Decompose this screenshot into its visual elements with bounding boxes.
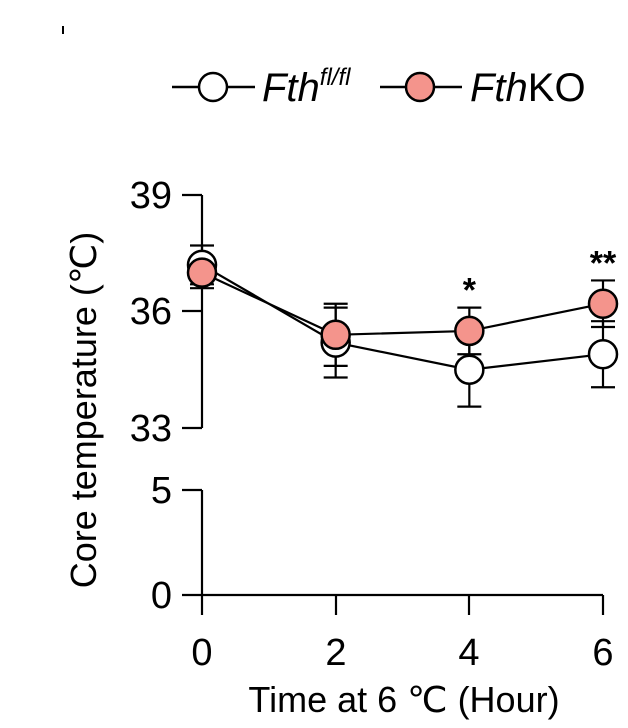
legend: Fthfl/fl FthKO (172, 64, 586, 110)
x-tick-label-0: 0 (191, 632, 212, 674)
legend-label-ko: FthKO (470, 66, 586, 110)
y-tick-label-5: 5 (151, 470, 172, 512)
x-axis-title: Time at 6 ℃ (Hour) (248, 679, 559, 720)
y-axis-lower (182, 488, 204, 597)
y-axis-upper (182, 193, 204, 430)
data-point-wt (454, 354, 485, 385)
significance-marker: ** (590, 244, 617, 282)
x-tick-label-4: 4 (458, 632, 479, 674)
significance-marker: * (463, 272, 477, 310)
series-lines (201, 263, 604, 371)
legend-item-ko: FthKO (380, 66, 586, 110)
legend-marker-wt (197, 71, 229, 103)
legend-item-wt: Fthfl/fl (172, 64, 351, 110)
x-tick-label-2: 2 (325, 632, 346, 674)
x-axis (200, 593, 605, 615)
x-tick-label-6: 6 (592, 632, 613, 674)
y-axis-title: Core temperature (℃) (63, 232, 104, 589)
legend-marker-ko (404, 71, 436, 103)
legend-label-wt: Fthfl/fl (262, 64, 351, 110)
error-bars (190, 244, 615, 408)
series-line-ko (201, 271, 604, 336)
data-point-ko (320, 319, 351, 351)
series-line-wt (201, 263, 604, 371)
y-tick-label-36: 36 (130, 291, 172, 333)
data-point-ko (186, 257, 218, 288)
data-point-ko (454, 315, 485, 347)
data-points (186, 249, 619, 385)
y-tick-label-33: 33 (130, 408, 172, 450)
y-tick-label-39: 39 (130, 175, 172, 217)
data-point-ko (587, 288, 619, 319)
y-tick-label-0: 0 (151, 575, 172, 617)
data-point-wt (587, 338, 619, 370)
significance-annotations: *** (463, 244, 617, 309)
